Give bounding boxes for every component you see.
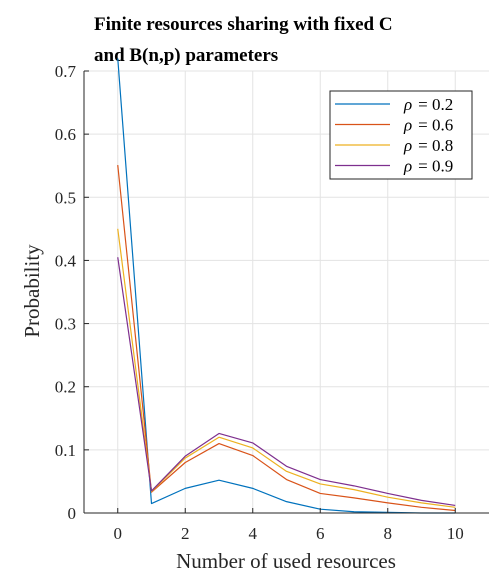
x-tick-label: 8 [384,524,393,543]
series-line-4 [117,257,456,507]
x-axis-label: Number of used resources [176,549,396,572]
chart-title: Finite resources sharing with fixed C an… [94,14,393,66]
legend-entry-symbol: ρ [403,116,412,135]
series-line-3 [117,228,456,508]
chart-title-line-2: and B(n,p) parameters [94,45,278,66]
y-tick-labels: 0 0.1 0.2 0.3 0.4 0.5 0.6 0.7 [55,62,77,523]
y-tick-label: 0.3 [55,315,76,334]
axes [83,70,489,514]
legend-entry-value: = 0.6 [418,116,453,135]
legend-entry-value: = 0.2 [418,95,453,114]
legend-entry-symbol: ρ [403,157,412,176]
y-tick-label: 0 [68,504,77,523]
legend-entry-label: ρ = 0.9 [403,157,453,176]
y-tick-label: 0.4 [55,251,77,270]
y-tick-label: 0.2 [55,378,76,397]
x-tick-label: 6 [316,524,325,543]
y-tick-label: 0.7 [55,62,77,81]
legend-box [329,90,473,180]
legend-entry-label: ρ = 0.2 [403,95,453,114]
x-tick-label: 2 [181,524,190,543]
legend-entry-label: ρ = 0.6 [403,116,453,135]
chart-title-line-1: Finite resources sharing with fixed C [94,14,393,35]
legend: ρ = 0.2 ρ = 0.6 ρ = 0.8 ρ = 0.9 [329,90,473,180]
series-line-2 [117,165,456,512]
x-tick-label: 4 [249,524,258,543]
legend-entry-value: = 0.9 [418,157,453,176]
y-tick-label: 0.6 [55,125,76,144]
y-axis-label: Probability [20,244,44,338]
x-tick-label: 10 [447,524,464,543]
legend-entry-label: ρ = 0.8 [403,136,453,155]
legend-entry-value: = 0.8 [418,136,453,155]
y-tick-label: 0.5 [55,188,76,207]
x-tick-label: 0 [114,524,123,543]
y-tick-label: 0.1 [55,441,76,460]
legend-entry-symbol: ρ [403,95,412,114]
x-tick-labels: 0 2 4 6 8 10 [114,524,464,543]
legend-entry-symbol: ρ [403,136,412,155]
